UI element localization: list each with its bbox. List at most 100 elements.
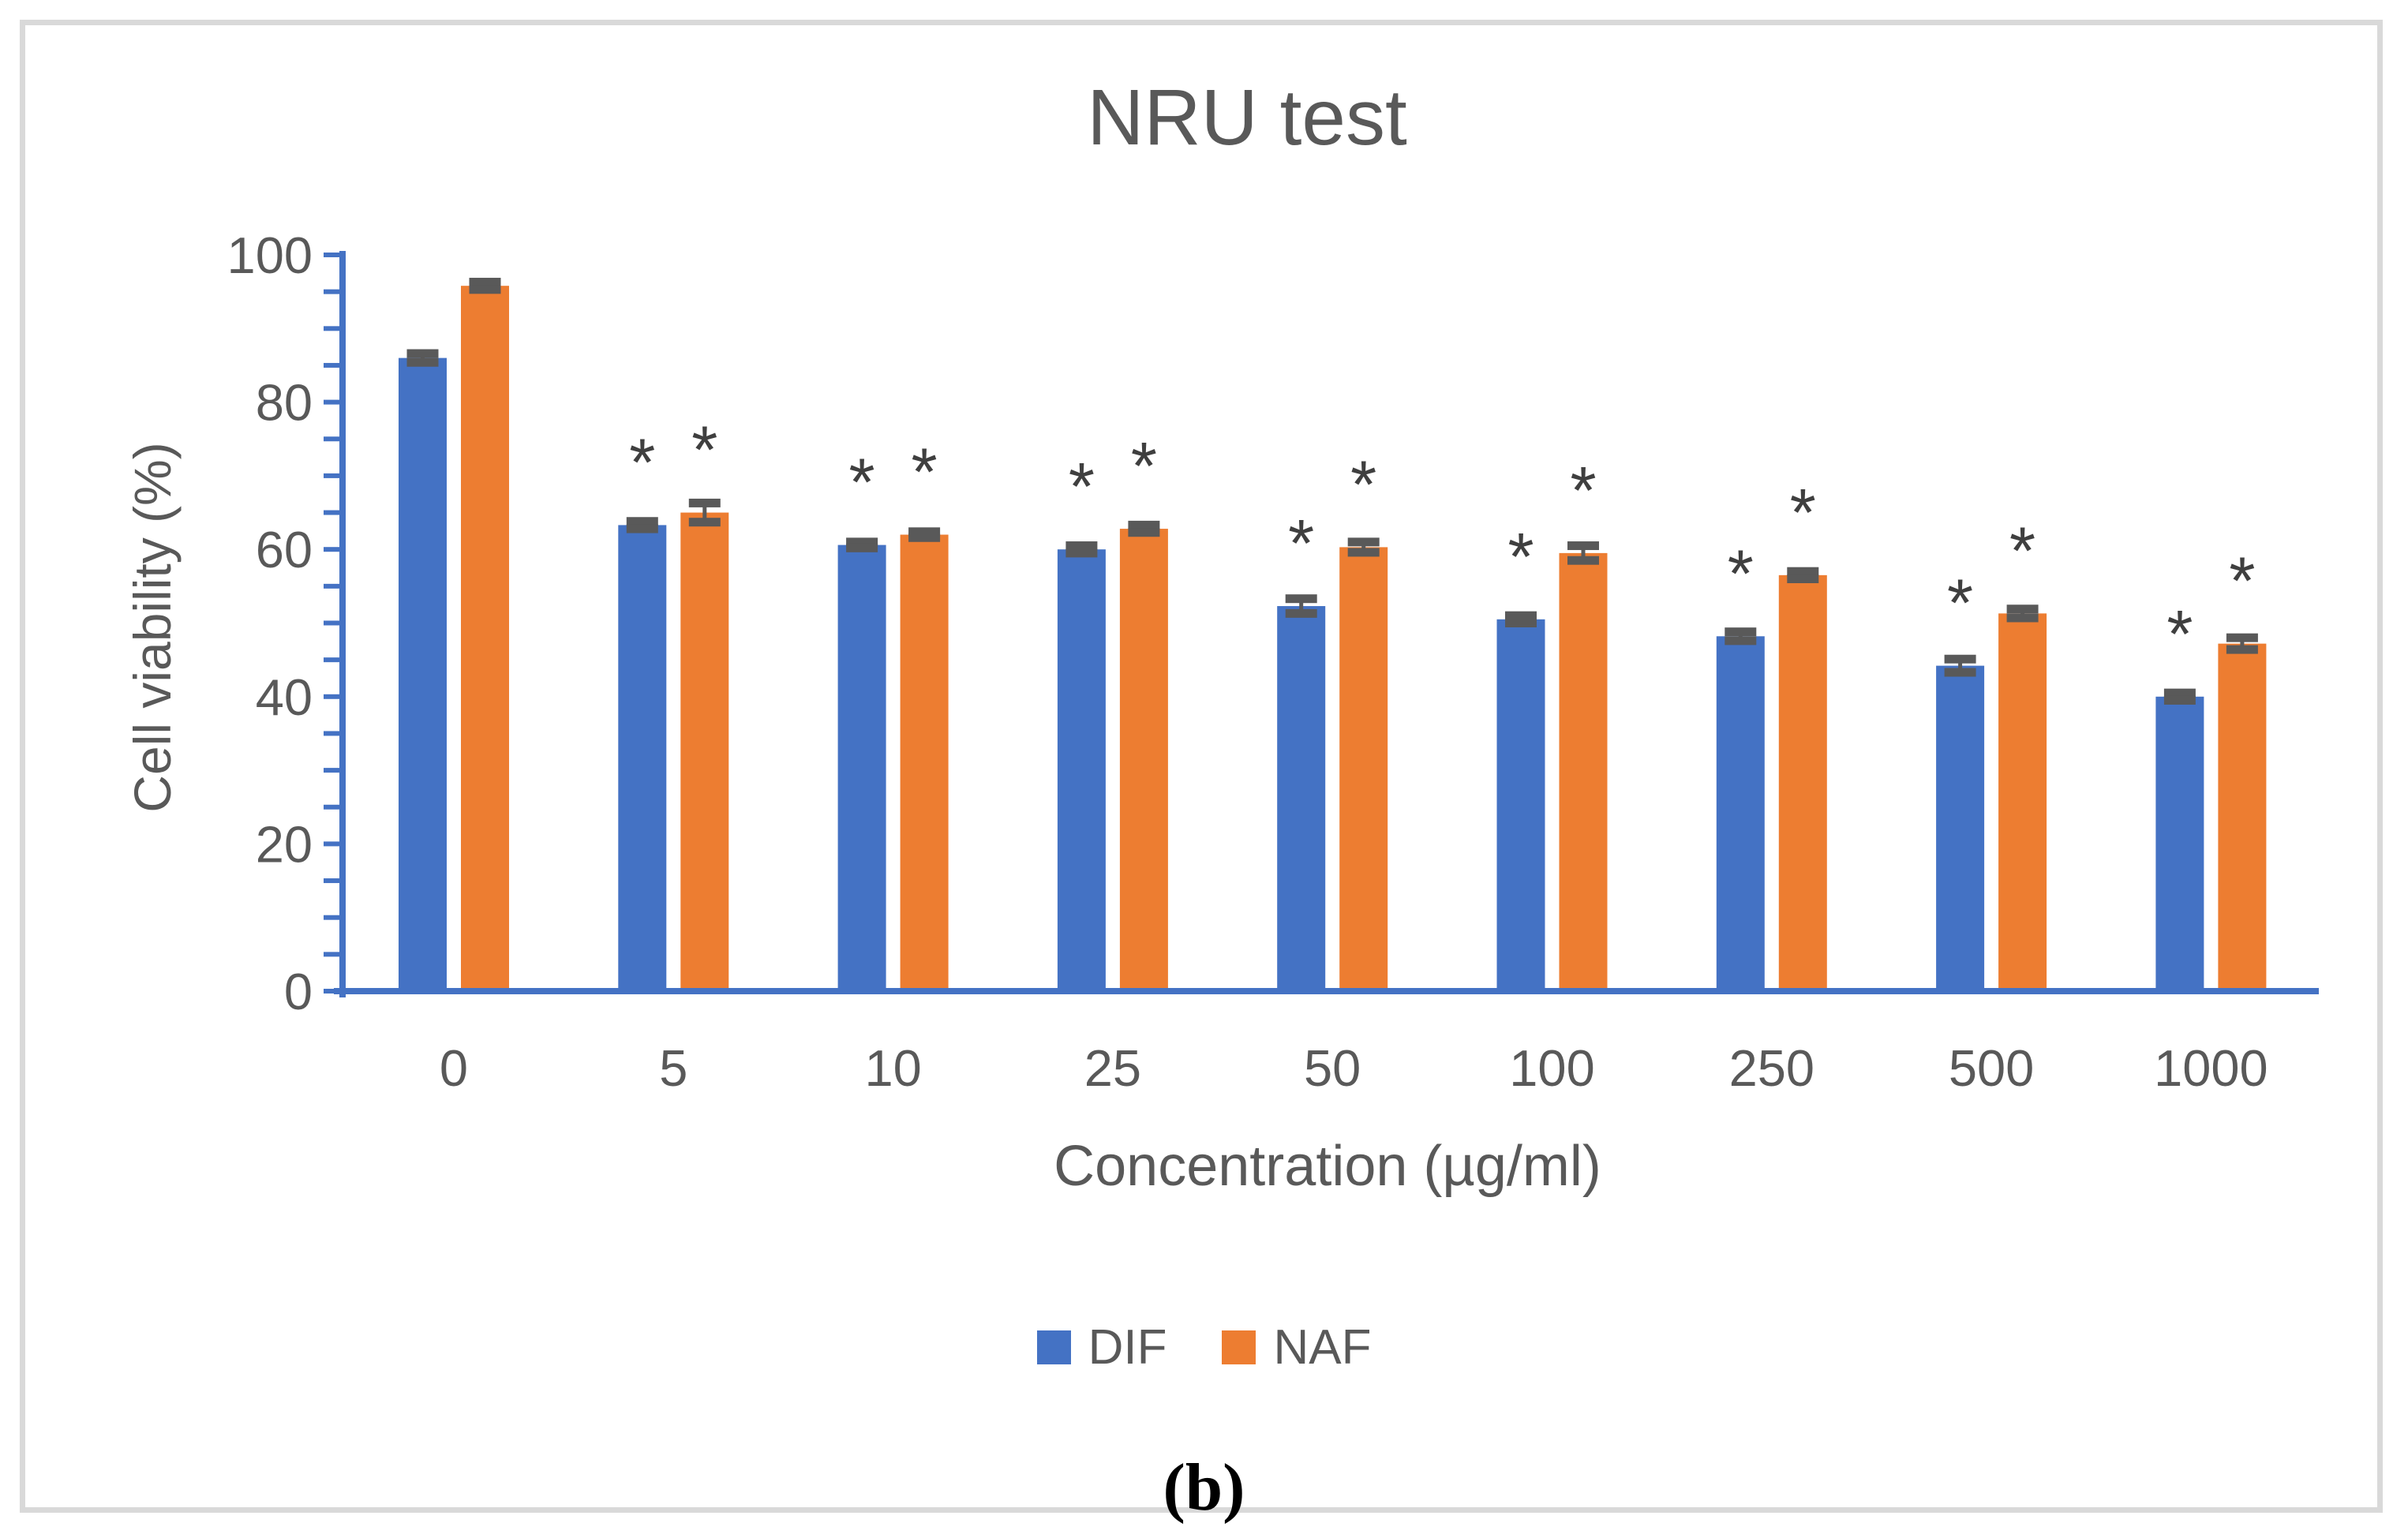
y-tick-label: 100 (227, 226, 313, 284)
bar-dif-50 (1277, 606, 1326, 991)
y-tick (324, 657, 339, 663)
x-tick-label: 100 (1509, 1039, 1594, 1097)
bar-naf-10 (900, 534, 949, 991)
significance-marker: * (629, 425, 655, 500)
bar-naf-500 (1998, 613, 2047, 991)
y-axis-line (339, 251, 346, 997)
error-bar-cap-bottom (688, 518, 721, 527)
legend-item-naf: NAF (1222, 1319, 1371, 1375)
error-bar-cap-top (2006, 604, 2039, 614)
y-tick (324, 731, 339, 736)
bar-dif-500 (1936, 665, 1985, 991)
y-tick (324, 694, 339, 699)
y-tick (324, 989, 339, 994)
y-tick (324, 473, 339, 478)
y-tick (324, 362, 339, 368)
error-bar-cap-bottom (908, 533, 941, 542)
significance-marker: * (1728, 537, 1754, 612)
x-tick-label: 500 (1949, 1039, 2034, 1097)
legend: DIF NAF (0, 1319, 2408, 1375)
y-tick (324, 399, 339, 405)
error-bar-line (1361, 541, 1366, 552)
significance-marker: * (1570, 454, 1596, 529)
bar-dif-250 (1716, 636, 1765, 991)
error-bar-cap-bottom (1347, 548, 1380, 557)
error-bar-cap-bottom (2006, 613, 2039, 623)
error-bar-line (1581, 545, 1586, 561)
significance-marker: * (1288, 507, 1314, 582)
y-tick (324, 768, 339, 773)
error-bar-cap-top (908, 527, 941, 537)
significance-marker: * (2166, 597, 2193, 672)
error-bar-line (1738, 631, 1743, 641)
legend-swatch-dif (1036, 1330, 1071, 1364)
y-tick (324, 620, 339, 626)
error-bar-cap-top (1065, 541, 1098, 551)
significance-marker: * (2229, 544, 2255, 619)
error-bar-cap-top (2163, 688, 2196, 698)
figure-caption: (b) (1163, 1450, 1245, 1525)
y-tick-label: 40 (256, 668, 313, 726)
legend-label-dif: DIF (1088, 1320, 1167, 1375)
y-tick (324, 253, 339, 257)
error-bar-cap-bottom (406, 357, 439, 367)
error-bar-cap-top (1567, 541, 1599, 551)
bar-dif-0 (399, 357, 447, 991)
y-tick (324, 915, 339, 920)
error-bar-line (421, 354, 425, 363)
x-tick-label: 1000 (2154, 1039, 2268, 1097)
significance-marker: * (2009, 514, 2035, 589)
figure-border (20, 20, 2383, 1513)
error-bar-cap-bottom (1065, 548, 1098, 558)
x-axis-line-overlay (334, 988, 2319, 994)
x-tick-label: 0 (440, 1039, 468, 1097)
error-bar-cap-bottom (2226, 645, 2258, 654)
significance-marker: * (1350, 447, 1376, 522)
significance-marker: * (1507, 520, 1534, 595)
significance-marker: * (1790, 476, 1816, 551)
significance-marker: * (1069, 450, 1095, 525)
y-tick (324, 289, 339, 294)
x-tick-label: 250 (1729, 1039, 1814, 1097)
error-bar-cap-top (1787, 567, 1819, 576)
error-bar-line (702, 503, 707, 522)
bar-naf-0 (461, 286, 509, 991)
y-tick (324, 583, 339, 589)
significance-marker: * (849, 446, 875, 521)
error-bar-cap-top (1285, 594, 1317, 604)
error-bar-cap-top (1505, 611, 1537, 620)
legend-label-naf: NAF (1273, 1320, 1372, 1375)
error-bar-cap-bottom (1725, 636, 1757, 646)
y-tick (324, 326, 339, 331)
error-bar-cap-top (688, 498, 721, 507)
error-bar-cap-top (406, 349, 439, 358)
bar-dif-100 (1496, 619, 1545, 991)
x-tick-label: 10 (864, 1039, 921, 1097)
error-bar-cap-bottom (626, 524, 658, 533)
y-tick (324, 952, 339, 957)
legend-item-dif: DIF (1036, 1319, 1167, 1375)
error-bar-cap-bottom (1944, 668, 1976, 677)
error-bar-cap-top (1128, 520, 1160, 530)
bar-naf-250 (1778, 574, 1827, 991)
error-bar-cap-top (1944, 654, 1976, 664)
y-tick (324, 878, 339, 884)
error-bar-line (2020, 608, 2025, 618)
bar-dif-10 (837, 544, 886, 991)
significance-marker: * (691, 414, 717, 488)
bar-dif-5 (618, 525, 667, 991)
significance-marker: * (1131, 429, 1157, 504)
y-tick-label: 0 (284, 963, 313, 1020)
bar-naf-50 (1339, 547, 1388, 991)
y-tick (324, 841, 339, 847)
y-tick-label: 60 (256, 521, 313, 578)
x-axis-title: Concentration (µg/ml) (1054, 1135, 1601, 1198)
error-bar-cap-top (846, 537, 878, 547)
legend-swatch-naf (1222, 1330, 1256, 1364)
error-bar-cap-bottom (846, 543, 878, 552)
x-tick-label: 50 (1304, 1039, 1361, 1097)
error-bar-cap-top (2226, 633, 2258, 642)
y-tick (324, 510, 339, 515)
y-tick (324, 436, 339, 442)
